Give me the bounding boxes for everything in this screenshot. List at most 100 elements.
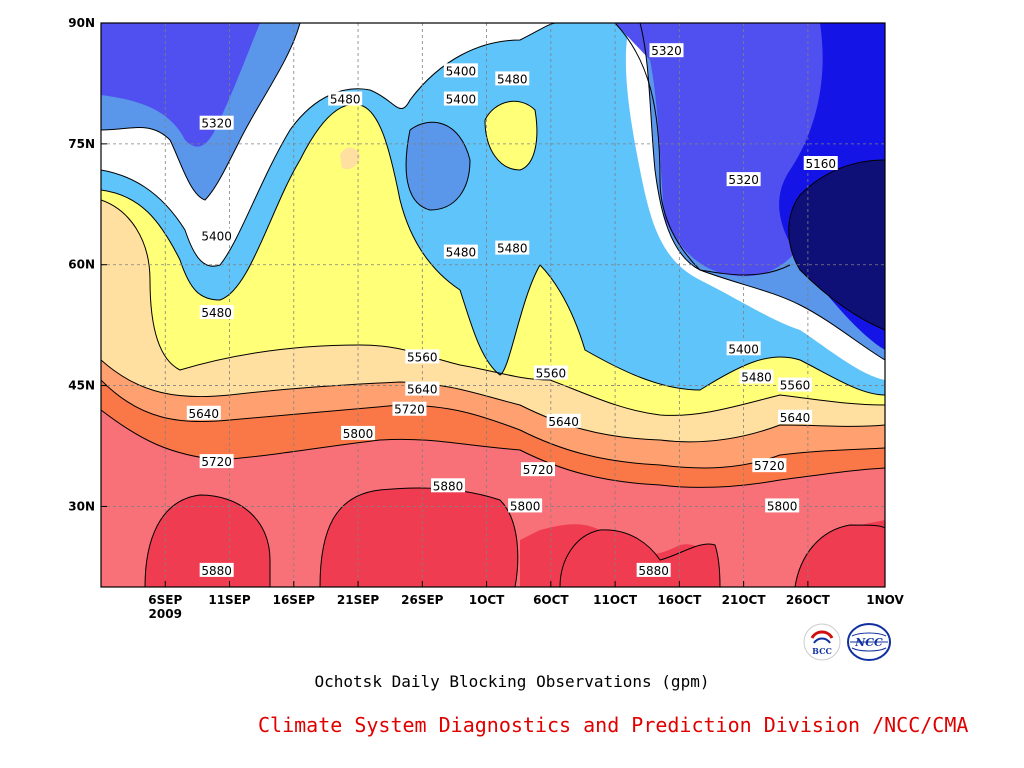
contour-label-box — [726, 172, 761, 187]
band-5320-5240 — [101, 23, 260, 147]
contour-line-5720 — [101, 379, 885, 469]
contour-label-text: 5800 — [767, 499, 798, 513]
contour-label-text: 5480 — [201, 306, 232, 320]
contour-label-text: 5400 — [728, 342, 759, 356]
contour-label-box — [533, 365, 568, 380]
band-5480-island — [485, 101, 537, 170]
contour-label-text: 5560 — [536, 366, 567, 380]
band-5480-5400 — [101, 23, 885, 395]
y-tick-label: 60N — [68, 258, 95, 272]
contour-label: 5720 — [199, 454, 234, 469]
contour-label: 5880 — [199, 562, 234, 578]
contour-label-text: 5480 — [330, 93, 361, 107]
plot-frame — [100, 22, 886, 588]
x-tick-label: 11SEP — [208, 593, 251, 607]
contour-label-box — [431, 478, 466, 493]
contour-label-box — [520, 462, 555, 477]
contour-label-text: 5320 — [201, 117, 232, 131]
contour-label: 5320 — [649, 43, 684, 58]
contour-line-5640 — [101, 359, 885, 443]
contour-line-5880-c — [559, 529, 721, 587]
contour-label: 5640 — [546, 413, 581, 429]
contour-label: 5400 — [443, 63, 478, 78]
contour-label: 5560 — [778, 377, 813, 393]
contour-label-text: 5480 — [497, 242, 528, 256]
grid — [101, 23, 885, 587]
contour-label-text: 5640 — [780, 411, 811, 425]
x-tick-label: 6SEP — [148, 593, 182, 607]
x-tick-label: 26OCT — [786, 593, 831, 607]
band-5880-east2 — [795, 525, 885, 587]
contour-label-box — [495, 71, 530, 86]
contour-label-box — [546, 413, 581, 428]
contour-label-box — [636, 562, 671, 577]
contour-label: 5160 — [803, 156, 838, 171]
contour-lines — [101, 23, 885, 587]
contour-label-text: 5480 — [497, 72, 528, 86]
band-5560-5480 — [101, 104, 885, 416]
contour-label-box — [765, 498, 800, 513]
contour-line-5160 — [788, 159, 885, 331]
contour-label-text: 5480 — [741, 371, 772, 385]
contour-label-text: 5720 — [201, 455, 232, 469]
y-tick-label: 30N — [68, 499, 95, 513]
contour-label-box — [199, 228, 234, 243]
contour-label-text: 5800 — [510, 499, 541, 513]
contour-label: 5560 — [533, 365, 568, 380]
contour-line-5400-pocket — [405, 121, 471, 211]
contour-label-box — [405, 349, 440, 364]
contour-label-box — [443, 244, 478, 259]
bcc-logo-text: BCC — [812, 646, 832, 656]
contour-label: 5880 — [431, 478, 466, 493]
contour-label-box — [726, 341, 761, 356]
contour-label: 5720 — [520, 462, 555, 477]
x-tick-label: 1OCT — [469, 593, 505, 607]
contour-line-5880-d — [794, 524, 885, 587]
chart-title: Ochotsk Daily Blocking Observations (gpm… — [314, 672, 710, 691]
x-year-label: 2009 — [149, 607, 182, 621]
contour-label-box — [443, 63, 478, 78]
band-5880-mid — [320, 488, 518, 587]
contour-label: 5400 — [726, 341, 761, 356]
contour-label: 5640 — [778, 409, 813, 425]
contour-label-text: 5880 — [433, 479, 464, 493]
contour-label: 5480 — [328, 91, 363, 107]
x-tick-label: 1NOV — [866, 593, 904, 607]
band-5800-5720 — [101, 380, 885, 488]
contour-label: 5480 — [443, 244, 478, 260]
contour-label-box — [508, 498, 543, 513]
contour-label-box — [495, 240, 530, 255]
band-below-5160 — [788, 160, 885, 330]
x-tick-label: 16OCT — [657, 593, 702, 607]
contour-label: 5320 — [726, 172, 761, 187]
ncc-logo: NCC — [847, 623, 891, 661]
contour-line-5880-a — [144, 494, 271, 587]
contour-label-text: 5880 — [201, 564, 232, 578]
contour-label-text: 5640 — [407, 383, 438, 397]
contour-label-box — [392, 401, 427, 416]
x-tick-label: 21SEP — [337, 593, 380, 607]
contour-label-text: 5480 — [446, 246, 477, 260]
bcc-logo: BCC — [803, 623, 841, 661]
contour-label-text: 5720 — [394, 403, 425, 417]
contour-label-box — [405, 381, 440, 396]
contour-label: 5800 — [341, 425, 376, 441]
contour-label-text: 5400 — [446, 93, 477, 107]
contour-label: 5640 — [186, 405, 221, 421]
contour-label-text: 5720 — [754, 459, 785, 473]
x-tick-label: 11OCT — [593, 593, 638, 607]
contour-line-5560 — [101, 199, 885, 416]
contour-label: 5800 — [765, 498, 800, 513]
contour-label-box — [341, 425, 376, 440]
plot-area — [101, 23, 885, 587]
band-5880-west — [145, 495, 270, 587]
contour-label-text: 5560 — [407, 350, 438, 364]
contour-label-text: 5720 — [523, 463, 554, 477]
contour-label-text: 5640 — [548, 415, 579, 429]
contour-label-box — [199, 562, 234, 577]
contour-label-box — [186, 405, 221, 420]
contour-label-box — [739, 369, 774, 384]
contour-label: 5800 — [508, 498, 543, 513]
credit-line: Climate System Diagnostics and Predictio… — [258, 713, 969, 737]
